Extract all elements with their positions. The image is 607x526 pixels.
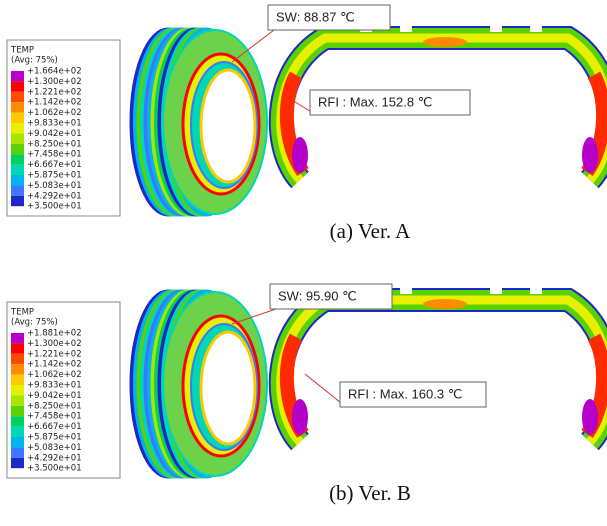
- legend-label: +1.881e+02: [27, 329, 82, 339]
- legend-label: +7.458e+01: [27, 412, 82, 422]
- legend-swatch: [11, 113, 24, 123]
- legend-swatch: [11, 154, 24, 164]
- legend-label: +1.142e+02: [27, 360, 82, 370]
- legend-swatch: [11, 175, 24, 185]
- groove: [490, 24, 502, 32]
- legend-swatch: [11, 437, 24, 447]
- legend: TEMP(Avg: 75%)+1.664e+02+1.300e+02+1.221…: [7, 40, 120, 216]
- legend-label: +1.062e+02: [27, 370, 82, 380]
- rim-hole: [201, 332, 255, 444]
- legend-title: TEMP: [10, 46, 34, 56]
- callout-text: SW: 88.87 ℃: [276, 9, 355, 24]
- callout-text: SW: 95.90 ℃: [278, 288, 357, 303]
- caption: (a) Ver. A: [330, 219, 412, 243]
- legend-label: +1.664e+02: [27, 67, 82, 77]
- legend-label: +1.300e+02: [27, 339, 82, 349]
- legend-label: +4.292e+01: [27, 453, 82, 463]
- groove: [530, 24, 542, 32]
- callout-text: RFI : Max. 152.8 ℃: [318, 94, 432, 109]
- legend-label: +5.875e+01: [27, 171, 82, 181]
- legend-swatch: [11, 375, 24, 385]
- callout-text: RFI : Max. 160.3 ℃: [348, 386, 462, 401]
- legend-subtitle: (Avg: 75%): [11, 56, 58, 66]
- legend-swatch: [11, 196, 24, 206]
- legend-label: +5.875e+01: [27, 433, 82, 443]
- legend-label: +4.292e+01: [27, 191, 82, 201]
- legend-swatch: [11, 354, 24, 364]
- section-peak-left: [292, 399, 308, 435]
- legend-label: +1.221e+02: [27, 349, 82, 359]
- legend-title: TEMP: [10, 308, 34, 318]
- legend-swatch: [11, 385, 24, 395]
- caption: (b) Ver. B: [329, 481, 411, 505]
- section-crown: [423, 299, 467, 309]
- tire-3d: [132, 292, 267, 476]
- legend-label: +8.250e+01: [27, 401, 82, 411]
- legend-swatch: [11, 343, 24, 353]
- tire-3d: [132, 30, 267, 214]
- legend-swatch: [11, 416, 24, 426]
- legend-swatch: [11, 458, 24, 468]
- section-peak-left: [292, 137, 308, 173]
- legend-label: +5.083e+01: [27, 181, 82, 191]
- legend-swatch: [11, 395, 24, 405]
- rim-hole: [201, 70, 255, 182]
- legend-label: +3.500e+01: [27, 202, 82, 212]
- groove: [530, 286, 542, 294]
- legend-swatch: [11, 364, 24, 374]
- section-peak-right: [582, 399, 598, 435]
- legend-label: +9.833e+01: [27, 119, 82, 129]
- legend-label: +6.667e+01: [27, 422, 82, 432]
- figure: TEMP(Avg: 75%)+1.664e+02+1.300e+02+1.221…: [0, 0, 607, 526]
- legend-label: +1.142e+02: [27, 98, 82, 108]
- legend-label: +6.667e+01: [27, 160, 82, 170]
- legend-swatch: [11, 447, 24, 457]
- panel: TEMP(Avg: 75%)+1.881e+02+1.300e+02+1.221…: [7, 284, 607, 505]
- legend-swatch: [11, 185, 24, 195]
- legend-label: +1.221e+02: [27, 87, 82, 97]
- legend-swatch: [11, 144, 24, 154]
- section-body: [281, 300, 607, 442]
- legend-swatch: [11, 123, 24, 133]
- legend-swatch: [11, 165, 24, 175]
- legend-swatch: [11, 102, 24, 112]
- legend-swatch: [11, 406, 24, 416]
- section-peak-right: [582, 137, 598, 173]
- section-core: [281, 300, 607, 442]
- legend-label: +9.042e+01: [27, 391, 82, 401]
- legend-swatch: [11, 92, 24, 102]
- legend-swatch: [11, 133, 24, 143]
- section-outer: [281, 300, 607, 442]
- legend-subtitle: (Avg: 75%): [11, 318, 58, 328]
- groove: [490, 286, 502, 294]
- legend-label: +9.042e+01: [27, 129, 82, 139]
- panel: TEMP(Avg: 75%)+1.664e+02+1.300e+02+1.221…: [7, 5, 607, 243]
- legend-label: +5.083e+01: [27, 443, 82, 453]
- legend-swatch: [11, 333, 24, 343]
- legend-swatch: [11, 71, 24, 81]
- legend-label: +9.833e+01: [27, 381, 82, 391]
- legend: TEMP(Avg: 75%)+1.881e+02+1.300e+02+1.221…: [7, 302, 120, 478]
- legend-label: +3.500e+01: [27, 464, 82, 474]
- legend-label: +1.062e+02: [27, 108, 82, 118]
- section-crown: [423, 37, 467, 47]
- groove: [400, 24, 412, 32]
- legend-label: +8.250e+01: [27, 139, 82, 149]
- legend-swatch: [11, 427, 24, 437]
- legend-label: +7.458e+01: [27, 150, 82, 160]
- groove: [400, 286, 412, 294]
- legend-swatch: [11, 81, 24, 91]
- legend-label: +1.300e+02: [27, 77, 82, 87]
